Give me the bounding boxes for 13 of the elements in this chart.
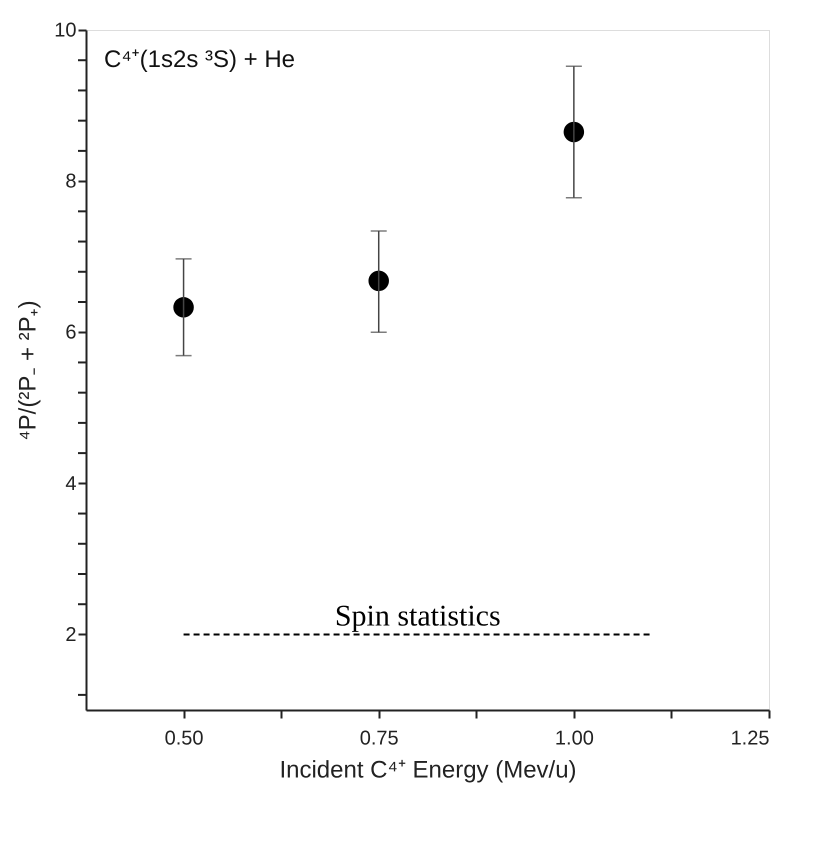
x-tick-label: 0.50 bbox=[164, 728, 204, 750]
y-tick-label: 8 bbox=[65, 170, 76, 193]
x-tick-label: 0.75 bbox=[360, 728, 399, 750]
y-tick-label: 2 bbox=[65, 624, 76, 646]
x-tick-label: 1.00 bbox=[554, 728, 594, 750]
y-axis-title: ⁴P/(²P₋ + ²P₊) bbox=[14, 300, 42, 441]
y-tick-label: 4 bbox=[65, 472, 76, 495]
y-tick-label: 10 bbox=[54, 20, 76, 42]
y-tick-label: 6 bbox=[65, 322, 76, 344]
x-axis-title: Incident C⁴⁺ Energy (Mev/u) bbox=[279, 756, 577, 784]
x-tick-label: 1.25 bbox=[730, 728, 770, 750]
annotation: C⁴⁺(1s2s ³S) + He bbox=[104, 46, 296, 73]
series-label: Spin statistics bbox=[334, 599, 501, 632]
